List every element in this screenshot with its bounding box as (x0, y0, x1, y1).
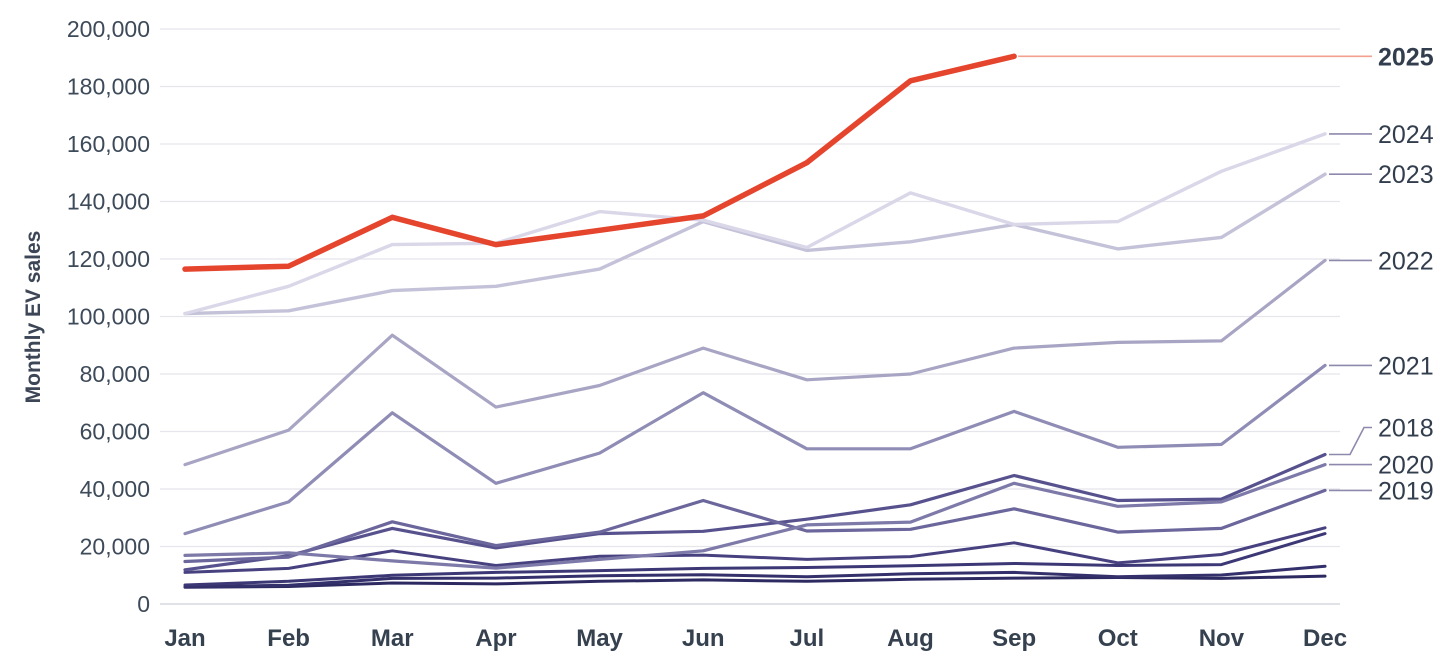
series-line-2018 (183, 452, 1327, 572)
year-label-2019: 2019 (1378, 477, 1434, 505)
year-label-2022: 2022 (1378, 247, 1434, 275)
y-axis-tick-labels: 0 20,000 40,000 60,000 80,000 100,000 120,000 1… (67, 16, 150, 617)
x-month-label: Oct (1098, 625, 1138, 652)
series-line-2024 (183, 132, 1327, 316)
year-label-2024: 2024 (1378, 121, 1434, 149)
x-month-label: Apr (475, 625, 516, 652)
x-month-label: Sep (992, 625, 1036, 652)
year-label-2021: 2021 (1378, 352, 1434, 380)
x-month-label: Aug (887, 625, 934, 652)
y-tick-label: 180,000 (67, 74, 150, 100)
y-tick-label: 40,000 (80, 476, 150, 502)
series-line-2023 (183, 172, 1327, 316)
x-month-label: Jan (164, 625, 205, 652)
leader-line-2018 (1329, 426, 1372, 456)
x-month-label: Jul (789, 625, 824, 652)
series-line-2016 (183, 532, 1327, 587)
x-axis-month-labels: Jan Feb Mar Apr May Jun Jul Aug Sep Oct Nov Dec (164, 625, 1347, 652)
x-month-label: Dec (1303, 625, 1347, 652)
x-month-label: Jun (682, 625, 725, 652)
series-line-2021 (183, 363, 1327, 536)
x-month-label: Mar (371, 625, 414, 652)
y-tick-label: 160,000 (67, 131, 150, 157)
y-tick-label: 0 (137, 591, 150, 617)
gridlines (160, 28, 1340, 605)
year-label-2018: 2018 (1378, 415, 1434, 443)
y-tick-label: 80,000 (80, 361, 150, 387)
year-label-2023: 2023 (1378, 161, 1434, 189)
series-line-2025 (182, 53, 1017, 272)
y-tick-label: 100,000 (67, 304, 150, 330)
x-month-label: Feb (267, 625, 310, 652)
series-line-2017 (183, 526, 1327, 574)
year-label-2020: 2020 (1378, 452, 1434, 480)
series-line-2020 (183, 463, 1327, 570)
y-axis-title: Monthly EV sales (22, 231, 45, 404)
series-line-2022 (183, 258, 1327, 467)
y-tick-label: 140,000 (67, 189, 150, 215)
x-month-label: May (576, 625, 623, 652)
series-line-2015 (183, 564, 1327, 589)
year-label-2025: 2025 (1378, 43, 1434, 71)
y-tick-label: 20,000 (80, 534, 150, 560)
y-tick-label: 60,000 (80, 419, 150, 445)
series-lines (182, 53, 1327, 589)
series-line-2019 (183, 488, 1327, 564)
y-tick-label: 200,000 (67, 16, 150, 42)
year-leader-lines (1018, 55, 1372, 492)
x-month-label: Nov (1199, 625, 1245, 652)
y-tick-label: 120,000 (67, 246, 150, 272)
